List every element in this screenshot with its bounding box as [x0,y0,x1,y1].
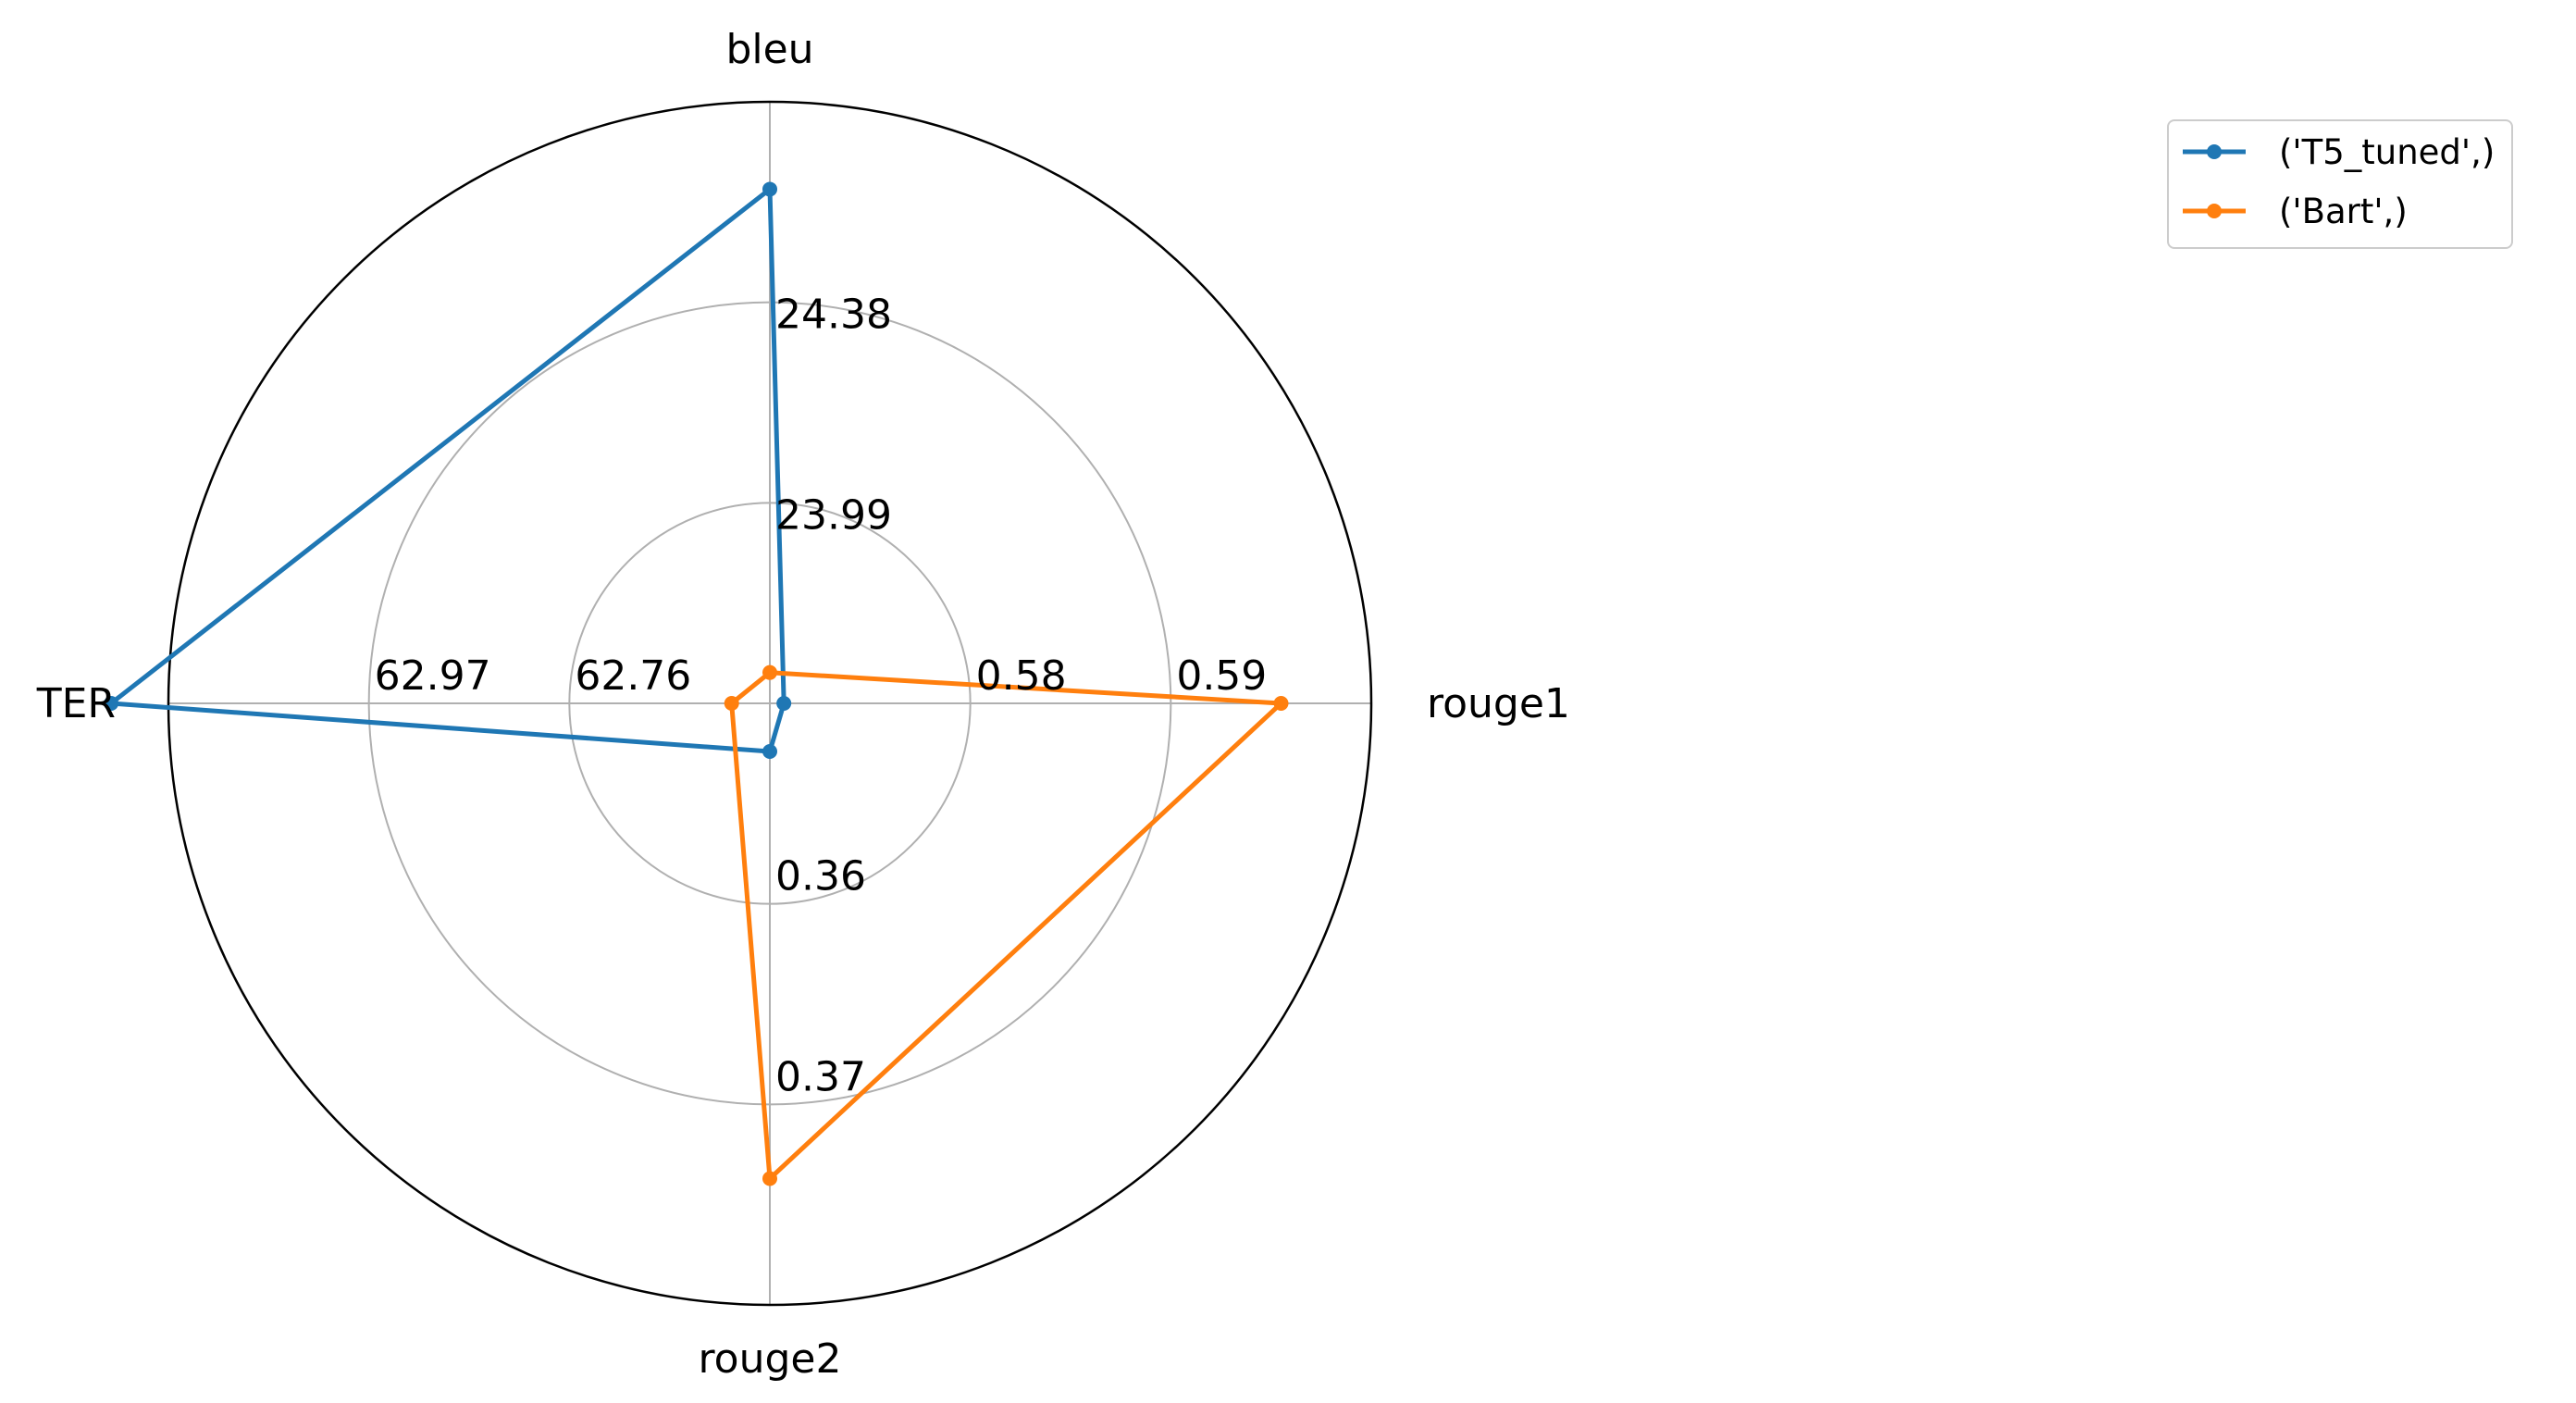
legend-label-0: ('T5_tuned',) [2279,132,2495,172]
axis-label-TER: TER [36,680,116,727]
legend-item-1: ('Bart',) [2183,192,2408,231]
legend: ('T5_tuned',) ('Bart',) [2167,119,2513,249]
tick-label-rouge2-0: 0.36 [775,853,866,900]
axis-label-layer: bleu rouge1 rouge2 TER [36,26,1570,1383]
series-1-point-bleu [762,664,777,680]
axis-label-bleu: bleu [725,26,813,73]
tick-label-rouge1-1: 0.59 [1176,652,1267,700]
tick-label-TER-0: 62.76 [575,652,691,700]
tick-label-layer: 23.99 24.38 0.58 0.59 0.36 0.37 62.76 62.97 [375,292,1268,1101]
series-1-point-rouge1 [1273,696,1289,711]
series-0-point-TER [104,696,119,711]
series-1-point-rouge2 [762,1171,777,1186]
grid-layer [167,100,1373,1307]
axis-label-rouge2: rouge2 [699,1335,842,1383]
outer-frame [167,100,1373,1307]
tick-label-rouge1-0: 0.58 [976,652,1067,700]
series-0-point-rouge1 [776,696,792,711]
tick-label-rouge2-1: 0.37 [775,1053,866,1100]
series-1-point-TER [724,696,739,711]
legend-label-1: ('Bart',) [2279,192,2408,231]
legend-marker-0 [2207,144,2222,159]
series-0-point-rouge2 [762,744,777,759]
series-layer [104,181,1289,1186]
tick-label-bleu-1: 24.38 [775,292,892,339]
legend-item-0: ('T5_tuned',) [2183,132,2495,172]
legend-marker-1 [2207,204,2222,218]
axis-label-rouge1: rouge1 [1427,680,1570,727]
tick-label-bleu-0: 23.99 [775,491,892,539]
legend-frame [2167,119,2513,249]
tick-label-TER-1: 62.97 [375,652,491,700]
series-0-point-bleu [762,181,777,197]
